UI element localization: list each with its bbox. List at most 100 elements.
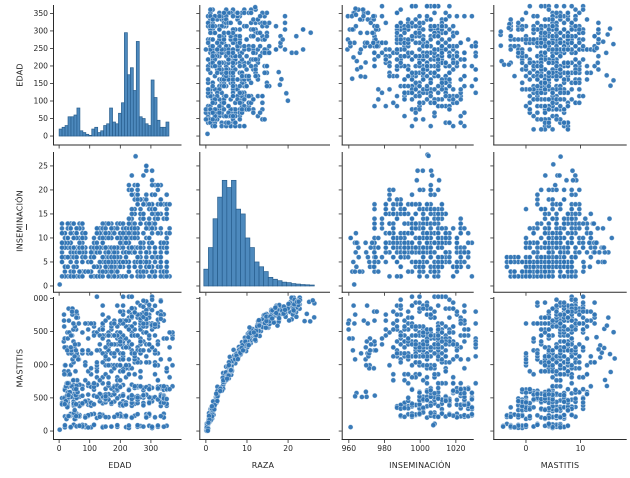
x-tick-label: 1020 — [446, 444, 465, 453]
scatter-points — [203, 294, 318, 434]
histogram-bar — [106, 123, 110, 137]
histogram-bar — [244, 237, 251, 287]
histogram-bars — [58, 32, 170, 137]
histogram-bar — [88, 134, 93, 137]
histogram-bar — [272, 278, 278, 287]
x-tick-label: 10 — [576, 444, 586, 453]
x-axis-label-raza: RAZA — [251, 461, 275, 470]
y-tick-label: 25 — [38, 162, 48, 171]
histogram-bar — [221, 179, 228, 287]
y-axis-label-mastitis: MASTITIS — [15, 348, 25, 388]
axis-ticks — [338, 13, 457, 149]
x-tick-label: 0 — [57, 444, 62, 453]
y-tick-label: 20 — [38, 186, 48, 195]
histogram-bar — [109, 107, 113, 137]
histogram-bar — [249, 247, 255, 287]
x-tick-label: 100 — [82, 444, 97, 453]
x-tick-label: 300 — [144, 444, 159, 453]
histogram-bar — [82, 132, 87, 137]
histogram-bar — [226, 187, 232, 287]
histogram-bar — [263, 271, 269, 287]
panel-INSEMINACIÓN-EDAD: 0 5 10 15 20 25 — [38, 152, 182, 296]
axis-ticks — [196, 165, 289, 296]
histogram-bar — [286, 282, 292, 287]
y-tick-label: 0 — [43, 282, 48, 291]
histogram-bar — [70, 116, 75, 137]
x-tick-label: 20 — [283, 444, 293, 453]
histogram-bar — [159, 126, 164, 137]
axis-ticks: 0 50 100 150 200 250 300 350 — [34, 9, 152, 149]
histogram-bar — [103, 125, 107, 137]
histogram-bar — [281, 281, 288, 287]
scatter-points — [345, 293, 479, 430]
histogram-bar — [91, 128, 96, 137]
x-tick-label: 0 — [524, 444, 529, 453]
axis-ticks: 0 100 200 300 0 500 000 500 000 — [34, 294, 159, 453]
y-tick-label: 300 — [34, 27, 49, 36]
histogram-bar — [153, 97, 158, 137]
panel-MASTITIS-EDAD: 0 100 200 300 0 500 000 500 000 — [34, 293, 182, 453]
x-tick-label: 980 — [377, 444, 392, 453]
scatter-points — [56, 293, 176, 433]
panel-EDAD-MASTITIS — [490, 3, 627, 149]
histogram-bar — [85, 133, 90, 137]
histogram-bar — [73, 114, 78, 137]
histogram-bar — [127, 74, 131, 137]
histogram-bar — [121, 102, 125, 137]
panel-MASTITIS-INSEMINACIÓN: 960 980 1000 1020 — [338, 293, 479, 453]
panel-MASTITIS-RAZA: 0 10 20 — [196, 294, 330, 453]
axis-ticks — [196, 13, 289, 149]
panel-MASTITIS-MASTITIS: 0 10 — [490, 293, 627, 453]
histogram-bar — [290, 283, 297, 287]
y-axis-label-edad: EDAD — [15, 63, 25, 87]
y-tick-label: 0 — [43, 132, 48, 141]
x-axis-label-edad: EDAD — [108, 461, 132, 470]
y-tick-label: 000 — [34, 294, 49, 303]
panel-INSEMINACIÓN-MASTITIS — [490, 152, 627, 296]
histogram-bar — [79, 130, 84, 137]
y-tick-label: 500 — [34, 393, 49, 402]
panel-INSEMINACIÓN-RAZA — [196, 152, 330, 296]
y-tick-label: 50 — [38, 114, 48, 123]
histogram-bar — [304, 284, 311, 287]
scatter-points — [56, 153, 173, 288]
histogram-bar — [295, 283, 301, 287]
histogram-bar — [217, 196, 223, 287]
histogram-bar — [212, 218, 218, 287]
histogram-bar — [208, 247, 214, 287]
panel-INSEMINACIÓN-INSEMINACIÓN — [338, 151, 475, 296]
histogram-bar — [162, 126, 167, 137]
scatter-points — [203, 4, 314, 137]
histogram-bar — [156, 119, 161, 137]
y-tick-label: 200 — [34, 62, 49, 71]
panel-EDAD-RAZA — [196, 4, 330, 149]
y-tick-label: 5 — [43, 258, 48, 267]
panel-EDAD-EDAD: 0 50 100 150 200 250 300 350 — [34, 5, 182, 149]
histogram-bar — [132, 90, 137, 137]
histogram-bar — [129, 67, 134, 137]
histogram-bar — [231, 179, 237, 287]
histogram-bar — [141, 118, 146, 137]
histogram-bar — [61, 126, 66, 137]
axis-ticks: 960 980 1000 1020 — [338, 297, 466, 453]
histogram-bar — [144, 123, 149, 137]
y-tick-label: 350 — [34, 9, 49, 18]
histogram-bar — [165, 121, 170, 137]
y-tick-label: 000 — [34, 360, 49, 369]
histogram-bars — [203, 179, 315, 287]
x-axis-label-mastitis: MASTITIS — [540, 461, 580, 470]
histogram-bar — [124, 32, 128, 137]
x-tick-label: 200 — [113, 444, 128, 453]
histogram-bar — [147, 125, 152, 137]
histogram-bar — [112, 121, 116, 137]
y-tick-label: 10 — [38, 234, 48, 243]
histogram-bar — [76, 107, 81, 137]
axis-ticks — [490, 165, 581, 296]
x-tick-label: 1000 — [411, 444, 430, 453]
histogram-bar — [118, 112, 122, 137]
histogram-bar — [150, 79, 155, 137]
histogram-bar — [309, 284, 315, 287]
y-tick-label: 150 — [34, 79, 49, 88]
